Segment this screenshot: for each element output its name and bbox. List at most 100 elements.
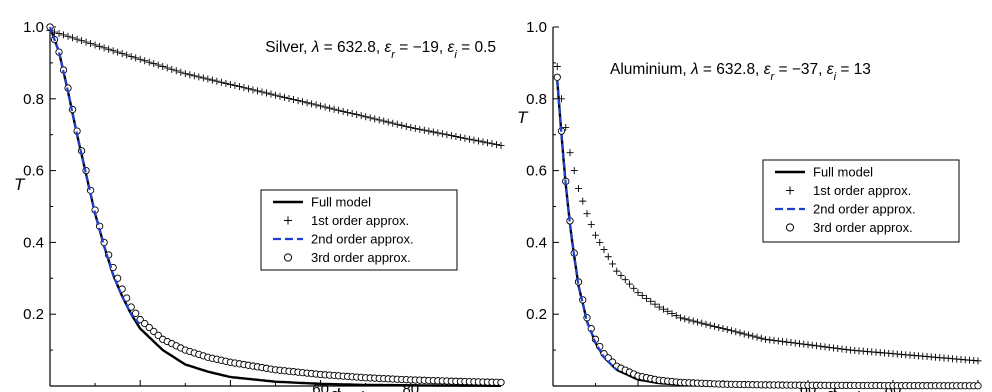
plus-marker	[127, 52, 135, 60]
plus-marker	[553, 62, 561, 70]
legend-entry-label: Full model	[311, 195, 371, 210]
series-2nd-order-line	[48, 26, 142, 326]
plus-marker	[770, 336, 778, 344]
plus-marker	[587, 220, 595, 228]
legend-entry-label: 2nd order approx.	[813, 202, 916, 217]
plus-marker	[651, 300, 659, 308]
plus-marker	[186, 71, 194, 79]
x-tick-label: 40	[715, 389, 732, 392]
plus-marker	[105, 45, 113, 53]
plus-marker	[470, 136, 478, 144]
plus-marker	[711, 322, 718, 330]
legend: Full model 1st order approx. 2nd order app…	[260, 189, 458, 271]
plus-marker	[357, 112, 365, 120]
y-tick-label: 0.4	[526, 234, 547, 251]
aluminium-panel: 0.20.40.60.81.0020406080100Td(nm)Alumini…	[517, 19, 991, 392]
plus-marker	[694, 318, 701, 326]
plus-marker	[398, 121, 406, 129]
legend-entry-label: 3rd order approx.	[311, 250, 411, 265]
plus-marker	[114, 48, 122, 56]
plus-marker	[78, 37, 86, 45]
legend-box	[762, 159, 960, 243]
plus-marker	[150, 60, 158, 68]
plus-marker	[425, 127, 433, 135]
plus-marker	[163, 64, 171, 72]
plus-marker	[168, 65, 176, 73]
silver-panel: 0.20.40.60.81.0020406080100Td(nm)Silver,…	[14, 19, 514, 392]
plus-marker	[570, 167, 578, 175]
plus-marker	[303, 99, 311, 107]
plus-marker	[434, 129, 442, 137]
plus-marker	[668, 309, 676, 317]
plus-marker	[626, 280, 633, 288]
plus-marker	[689, 317, 697, 325]
x-tick-label: 20	[630, 389, 647, 392]
plus-marker	[123, 51, 131, 59]
legend-entry-label: 1st order approx.	[813, 183, 911, 198]
plus-marker	[685, 316, 693, 324]
plus-marker	[698, 319, 706, 327]
plus-marker	[732, 328, 740, 336]
plus-marker	[371, 115, 379, 123]
x-axis-label: d	[330, 385, 340, 392]
plus-marker	[604, 253, 612, 261]
plus-marker	[73, 35, 81, 43]
plus-marker	[702, 320, 710, 328]
plus-marker	[55, 29, 63, 37]
legend-swatch-plus	[786, 186, 794, 195]
plus-marker	[643, 294, 650, 302]
plus-marker	[723, 326, 731, 334]
plus-marker	[488, 140, 496, 148]
plus-marker	[617, 271, 625, 279]
plus-marker	[244, 85, 252, 93]
plus-marker	[474, 137, 482, 145]
plus-marker	[583, 210, 591, 218]
plus-marker	[217, 78, 225, 86]
plus-marker	[393, 120, 401, 128]
y-axis-label: T	[517, 108, 529, 127]
plus-marker	[842, 346, 850, 354]
plus-marker	[190, 72, 198, 80]
plus-marker	[267, 90, 275, 98]
plus-marker	[575, 185, 582, 193]
plus-marker	[736, 329, 744, 337]
plus-marker	[226, 80, 234, 88]
plus-marker	[677, 314, 684, 322]
plus-marker	[834, 344, 842, 352]
x-tick-label: 40	[222, 389, 239, 392]
plus-marker	[96, 42, 104, 50]
plus-marker	[808, 341, 816, 349]
plus-marker	[749, 332, 757, 340]
plus-marker	[745, 331, 752, 339]
y-axis-label: T	[14, 175, 26, 194]
panel-annotation: Aluminium, λ = 632.8, εr = −37, εi = 13	[610, 61, 871, 83]
plus-marker	[479, 138, 487, 146]
plus-marker	[366, 114, 374, 122]
plus-marker	[181, 70, 189, 78]
plus-marker	[791, 339, 799, 347]
plus-marker	[706, 321, 714, 329]
plus-marker	[82, 38, 90, 46]
circle-marker	[150, 327, 158, 336]
plus-marker	[411, 124, 419, 132]
y-tick-label: 0.4	[23, 234, 44, 251]
plus-marker	[87, 40, 95, 48]
x-tick-label: 100	[488, 389, 513, 392]
plus-marker	[596, 238, 604, 246]
plus-marker	[757, 334, 765, 342]
plus-marker	[272, 91, 279, 99]
plus-marker	[783, 338, 791, 346]
plus-marker	[213, 77, 221, 85]
plus-marker	[630, 284, 638, 292]
plus-marker	[800, 340, 808, 348]
plus-marker	[774, 337, 782, 345]
y-tick-label: 0.8	[526, 91, 547, 108]
plus-marker	[69, 34, 77, 42]
plus-marker	[672, 312, 680, 320]
plus-marker	[281, 93, 289, 101]
y-tick-label: 0.2	[23, 306, 44, 323]
plus-marker	[290, 96, 298, 104]
plus-marker	[634, 289, 642, 297]
plus-marker	[362, 113, 370, 121]
